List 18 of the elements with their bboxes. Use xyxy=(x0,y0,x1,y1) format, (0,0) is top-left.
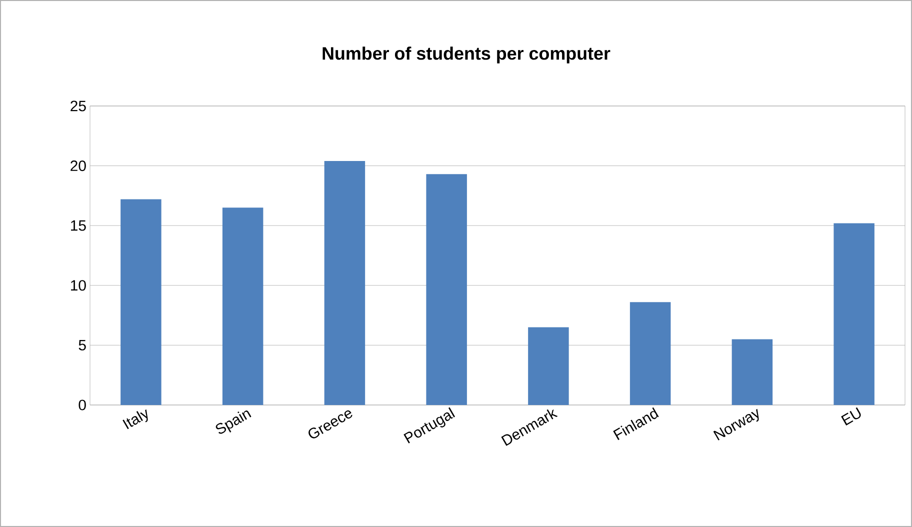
x-tick-label: EU xyxy=(841,407,861,426)
bar xyxy=(324,161,366,405)
y-tick-label: 5 xyxy=(78,340,86,350)
chart-title: Number of students per computer xyxy=(322,46,610,64)
bar xyxy=(732,339,773,405)
bar xyxy=(834,223,874,405)
y-tick-label: 15 xyxy=(71,220,86,231)
bar xyxy=(120,199,162,405)
bar xyxy=(528,327,569,405)
y-tick-label: 25 xyxy=(70,100,86,112)
bar xyxy=(630,302,671,405)
y-tick-label: 20 xyxy=(70,160,86,172)
bar xyxy=(426,174,467,405)
y-tick-label: 0 xyxy=(78,400,86,410)
x-tick-label: Italy xyxy=(122,409,148,430)
bar xyxy=(222,208,264,405)
y-tick-label: 10 xyxy=(71,280,86,291)
x-tick-label: Spain xyxy=(216,410,252,434)
